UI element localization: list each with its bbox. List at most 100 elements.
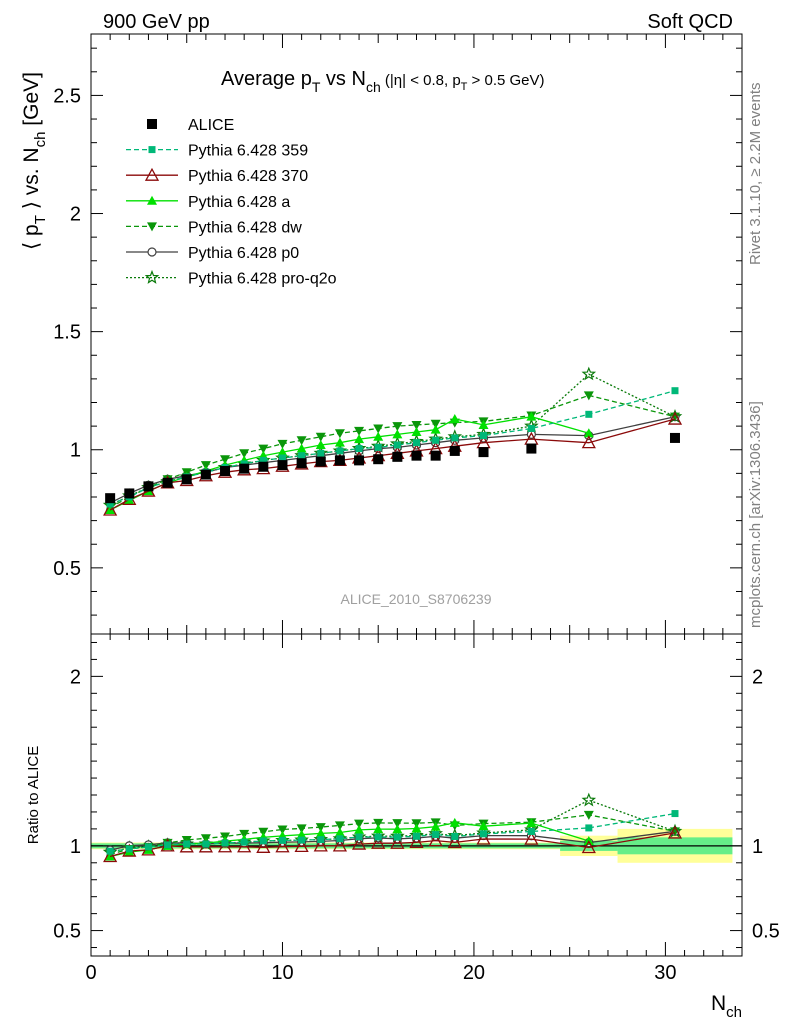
point-pythia-6-428-dw: [354, 426, 365, 436]
ratio-point-pythia-6-428-a: [315, 828, 326, 838]
main-tick-label: 0.5: [53, 558, 81, 580]
point-pythia-6-428-dw: [669, 412, 680, 422]
ratio-point-pythia-6-428-a: [526, 818, 537, 828]
point-pythia-6-428-359: [259, 456, 267, 464]
point-alice: [220, 466, 231, 477]
point-alice: [239, 463, 250, 474]
main-series-layer: [102, 366, 683, 516]
ratio-point-pythia-6-428-a: [449, 817, 460, 827]
point-pythia-6-428-dw: [392, 422, 403, 432]
point-pythia-6-428-359: [432, 436, 440, 444]
ratio-right-tick-label: 0.5: [752, 921, 780, 943]
ratio-point-pythia-6-428-dw: [334, 821, 345, 831]
ratio-point-pythia-6-428-a: [296, 829, 307, 839]
x-tick-label: 0: [85, 962, 96, 984]
ratio-point-pythia-6-428-370: [409, 835, 424, 849]
ratio-point-pythia-6-428-370: [237, 839, 252, 853]
ratio-point-pythia-6-428-359: [221, 839, 229, 847]
x-axis-label: Nch: [711, 992, 742, 1021]
point-pythia-6-428-370: [667, 411, 683, 425]
ratio-point-pythia-6-428-359: [144, 843, 152, 851]
ratio-point-pythia-6-428-359: [298, 836, 306, 844]
ratio-point-pythia-6-428-359: [480, 830, 488, 838]
point-pythia-6-428-dw: [239, 449, 250, 459]
point-alice: [200, 469, 211, 480]
point-alice: [669, 432, 680, 443]
main-tick-label: 1.5: [53, 322, 81, 344]
point-pythia-6-428-359: [298, 452, 306, 460]
point-pythia-6-428-a: [334, 437, 345, 447]
point-pythia-6-428-dw: [277, 439, 288, 449]
point-alice: [124, 488, 135, 499]
point-pythia-6-428-dw: [200, 461, 211, 471]
point-pythia-6-428-370: [581, 435, 596, 449]
point-alice: [277, 460, 288, 471]
point-pythia-6-428-pro-q2o: [581, 366, 597, 381]
point-alice: [392, 451, 403, 462]
ratio-point-pythia-6-428-dw: [296, 824, 307, 834]
ratio-tick-label: 0.5: [53, 921, 81, 943]
point-pythia-6-428-359: [413, 439, 420, 447]
ratio-line-pythia-6-428-370: [109, 832, 676, 858]
point-pythia-6-428-dw: [334, 429, 345, 439]
ratio-point-pythia-6-428-370: [351, 836, 367, 850]
ratio-point-pythia-6-428-a: [354, 824, 365, 834]
ratio-point-pythia-6-428-359: [125, 845, 133, 853]
ratio-point-pythia-6-428-a: [430, 821, 441, 831]
point-alice: [526, 443, 537, 454]
header-left: 900 GeV pp: [103, 11, 210, 33]
point-pythia-6-428-dw: [430, 419, 441, 429]
ratio-point-pythia-6-428-a: [411, 823, 422, 833]
legend-marker-pythia-6-428-pro-q2o: [144, 269, 160, 284]
ratio-point-pythia-6-428-pro-q2o: [581, 792, 597, 807]
ratio-point-pythia-6-428-a: [373, 824, 384, 834]
ratio-point-pythia-6-428-359: [671, 810, 679, 818]
main-plot: 0.5 1 1.5 2 2.5 Average pT vs Nch (|η| < 0.8…: [20, 33, 743, 635]
main-tick-label: 2: [70, 204, 81, 226]
ratio-point-pythia-6-428-359: [106, 847, 114, 855]
legend-label-pythia-6-428-pro-q2o: Pythia 6.428 pro-q2o: [188, 271, 337, 288]
ratio-point-pythia-6-428-359: [317, 836, 325, 844]
point-alice: [296, 458, 307, 469]
point-alice: [411, 450, 422, 461]
ratio-axis-ticks: 0.5 0.51 12 20 10 20 30: [53, 634, 780, 984]
ratio-point-pythia-6-428-370: [275, 839, 290, 853]
point-alice: [334, 455, 345, 466]
ratio-point-pythia-6-428-a: [478, 821, 489, 831]
point-pythia-6-428-a: [478, 419, 489, 429]
point-alice: [315, 456, 326, 467]
point-pythia-6-428-dw: [220, 455, 231, 465]
ratio-point-pythia-6-428-dw: [315, 823, 326, 833]
point-pythia-6-428-a: [430, 424, 441, 434]
point-alice: [354, 455, 365, 466]
ratio-point-pythia-6-428-359: [278, 836, 286, 844]
legend-marker-pythia-6-428-a: [147, 195, 157, 205]
ratio-point-pythia-6-428-359: [355, 833, 363, 841]
point-pythia-6-428-a: [277, 447, 288, 457]
point-pythia-6-428-359: [317, 449, 325, 457]
ratio-point-pythia-6-428-dw: [373, 818, 384, 828]
point-pythia-6-428-a: [296, 443, 307, 453]
point-pythia-6-428-dw: [258, 444, 269, 454]
main-axis-ticks: 0.5 1 1.5 2 2.5: [53, 34, 743, 634]
ratio-point-pythia-6-428-dw: [392, 819, 403, 829]
ratio-point-pythia-6-428-370: [428, 833, 443, 847]
ratio-tick-label: 1: [70, 836, 81, 858]
legend-marker-pythia-6-428-p0: [147, 247, 157, 257]
point-pythia-6-428-a: [354, 434, 365, 444]
point-pythia-6-428-359: [278, 454, 286, 462]
legend-marker-pythia-6-428-359: [148, 146, 156, 154]
ratio-tick-label: 2: [70, 666, 81, 688]
point-pythia-6-428-a: [449, 414, 460, 424]
ratio-point-pythia-6-428-370: [524, 831, 539, 845]
ratio-point-pythia-6-428-370: [390, 835, 405, 849]
point-pythia-6-428-359: [671, 387, 679, 395]
plot-title: Average pT vs Nch (|η| < 0.8, pT > 0.5 G…: [221, 68, 545, 95]
legend-label-alice: ALICE: [188, 117, 234, 134]
ratio-point-pythia-6-428-359: [202, 840, 210, 848]
ratio-point-pythia-6-428-a: [334, 827, 345, 837]
ratio-point-pythia-6-428-359: [374, 833, 382, 841]
point-pythia-6-428-dw: [373, 424, 384, 434]
